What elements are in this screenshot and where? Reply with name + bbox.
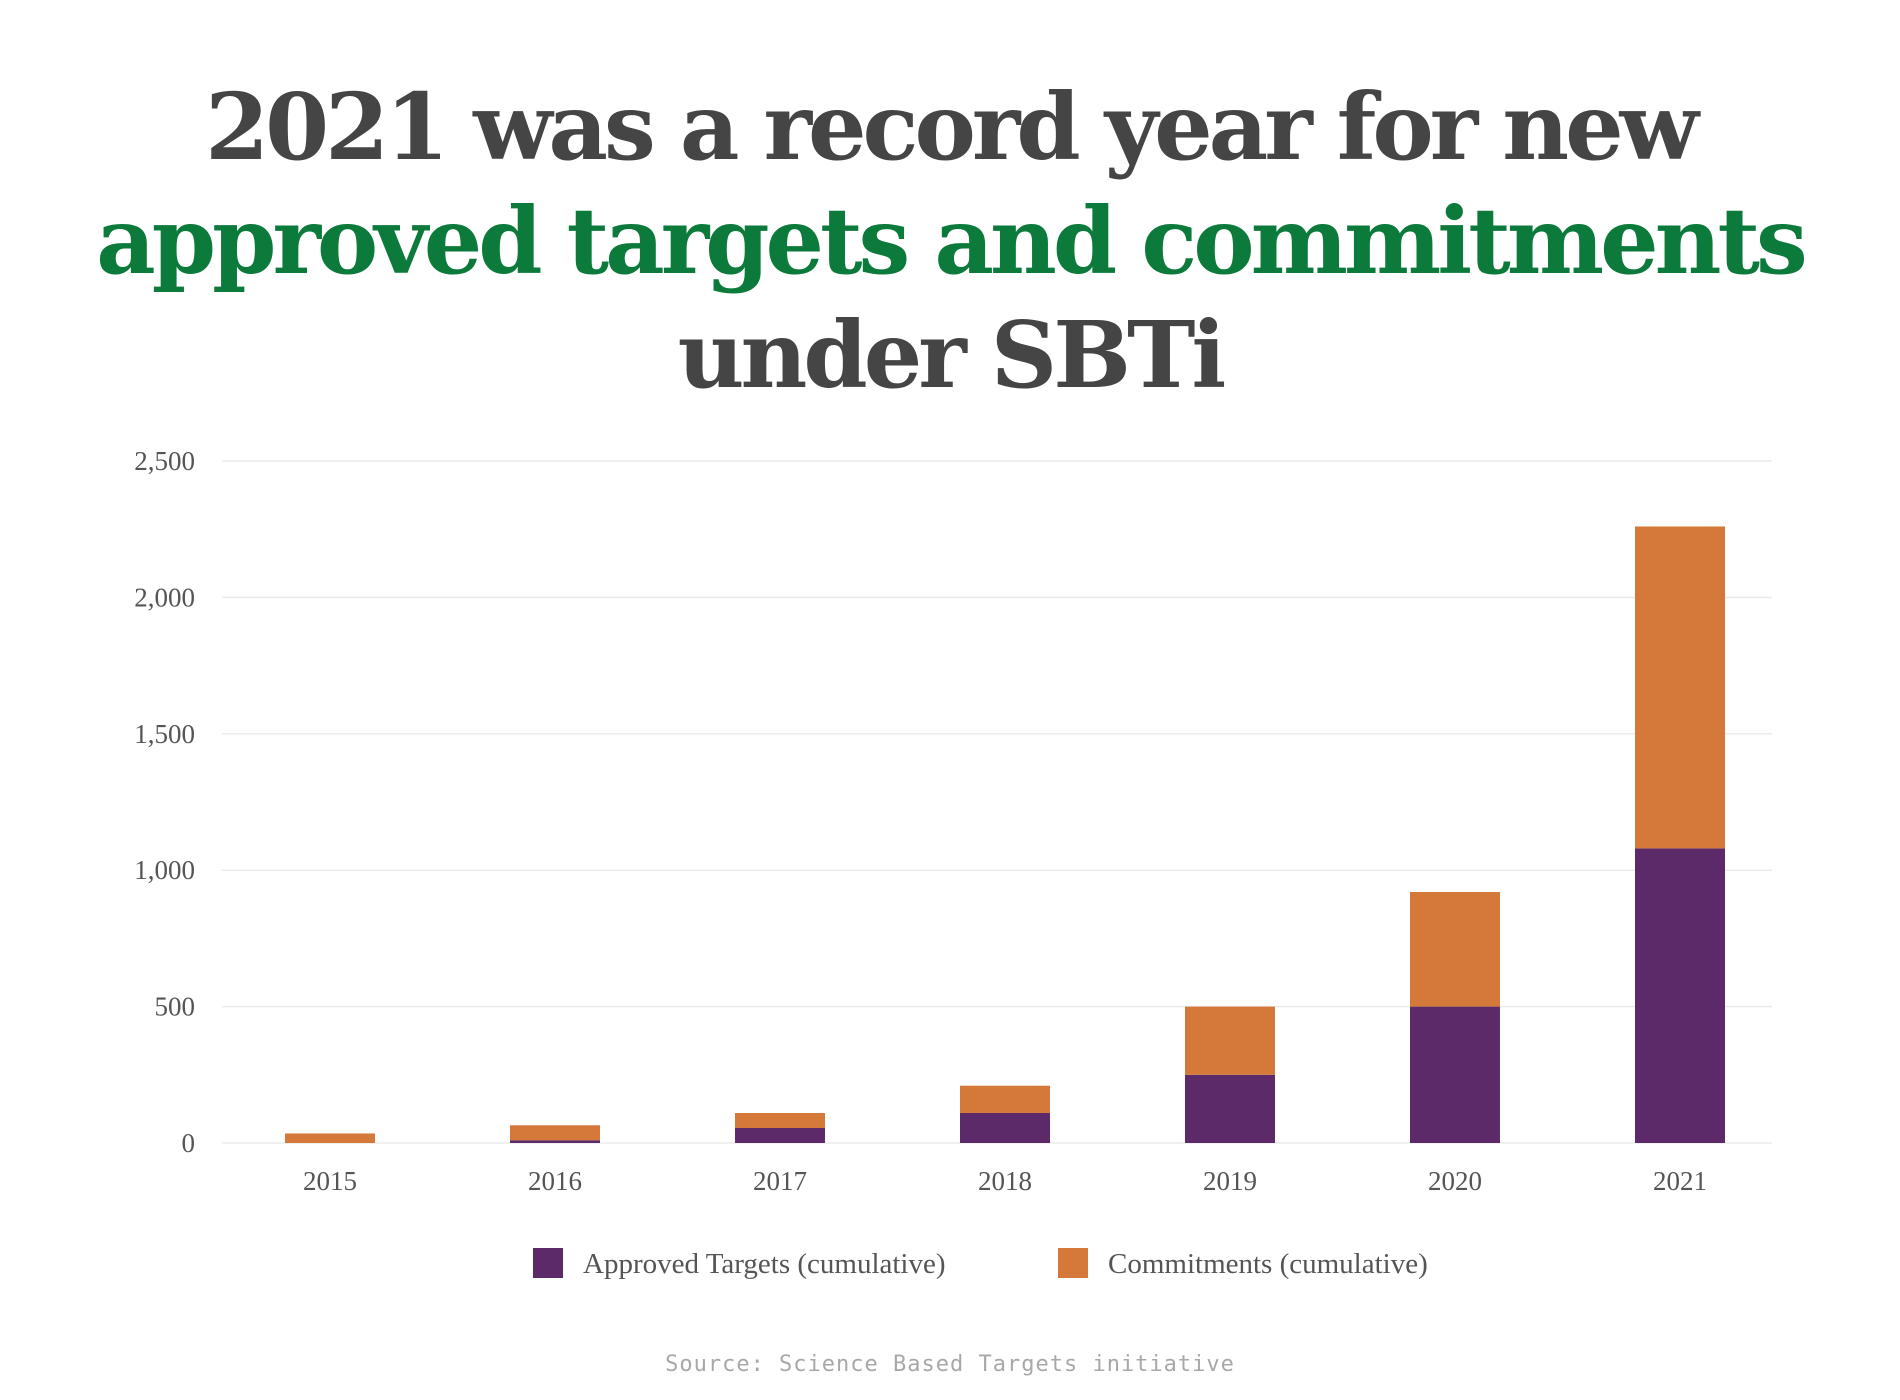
bars — [285, 526, 1725, 1143]
chart-title: 2021 was a record year for new approved t… — [0, 70, 1900, 412]
x-axis: 2015 2016 2017 2018 2019 2020 2021 — [303, 1166, 1707, 1196]
x-tick-label: 2019 — [1203, 1166, 1257, 1196]
legend-swatch — [533, 1248, 563, 1278]
y-tick-label: 2,000 — [134, 582, 195, 612]
legend-label: Approved Targets (cumulative) — [583, 1248, 946, 1280]
y-tick-label: 0 — [182, 1128, 196, 1158]
x-tick-label: 2015 — [303, 1166, 357, 1196]
x-tick-label: 2020 — [1428, 1166, 1482, 1196]
x-tick-label: 2021 — [1653, 1166, 1707, 1196]
legend-item: Approved Targets (cumulative) — [533, 1248, 946, 1280]
bar-approved-2017 — [735, 1127, 825, 1143]
title-line-2-rest: under SBTi — [677, 301, 1227, 409]
bar-approved-2016 — [510, 1140, 600, 1143]
bar-commitments-2019 — [1185, 1006, 1275, 1075]
bar-commitments-2016 — [510, 1125, 600, 1141]
y-tick-label: 2,500 — [134, 446, 195, 476]
y-tick-label: 500 — [155, 992, 196, 1022]
y-tick-label: 1,500 — [134, 719, 195, 749]
legend-swatch — [1058, 1248, 1088, 1278]
legend-item: Commitments (cumulative) — [1058, 1248, 1428, 1280]
title-highlight: approved targets and commitments — [96, 187, 1808, 295]
bar-commitments-2021 — [1635, 526, 1725, 849]
bar-commitments-2020 — [1410, 892, 1500, 1007]
gridlines — [222, 460, 1772, 1144]
x-tick-label: 2017 — [753, 1166, 807, 1196]
bar-approved-2021 — [1635, 848, 1725, 1143]
source-note: Source: Science Based Targets initiative — [665, 1352, 1235, 1377]
bar-approved-2020 — [1410, 1006, 1500, 1143]
bar-commitments-2018 — [960, 1085, 1050, 1113]
bar-commitments-2017 — [735, 1112, 825, 1128]
legend: Approved Targets (cumulative) Commitments… — [533, 1248, 1428, 1280]
y-tick-label: 1,000 — [134, 855, 195, 885]
y-axis: 0 500 1,000 1,500 2,000 2,500 — [134, 446, 195, 1158]
bar-commitments-2015 — [285, 1133, 375, 1143]
bar-approved-2019 — [1185, 1074, 1275, 1143]
bar-approved-2018 — [960, 1112, 1050, 1143]
x-tick-label: 2016 — [528, 1166, 582, 1196]
title-line-1: 2021 was a record year for new — [205, 73, 1699, 181]
legend-label: Commitments (cumulative) — [1108, 1248, 1428, 1280]
x-tick-label: 2018 — [978, 1166, 1032, 1196]
